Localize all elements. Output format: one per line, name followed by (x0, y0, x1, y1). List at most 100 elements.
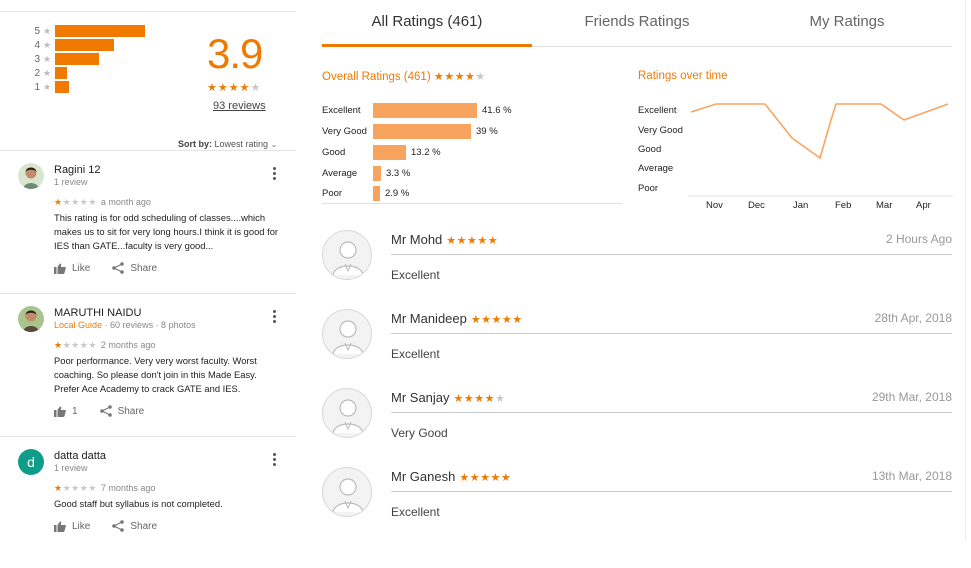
distribution-row-2: 2 ★ (32, 66, 67, 80)
thumbs-up-icon (54, 406, 66, 417)
letter-avatar[interactable]: d (18, 449, 44, 475)
share-button[interactable]: Share (99, 405, 144, 417)
user-stars: ★★★★★ (446, 235, 498, 247)
bar-value-label: 13.2 % (411, 146, 441, 158)
more-options-icon[interactable] (271, 167, 277, 180)
tab-friends-ratings[interactable]: Friends Ratings (584, 13, 690, 30)
star-icon: ★ (239, 82, 251, 94)
review-actions: Like Share (54, 262, 179, 274)
ratings-over-time-chart (688, 103, 953, 197)
default-avatar-icon[interactable] (322, 309, 372, 359)
distribution-label: 3 (34, 53, 40, 65)
review-text: Good staff but syllabus is not completed… (54, 498, 223, 509)
bar-category-label: Excellent (322, 104, 361, 116)
more-options-icon[interactable] (271, 310, 277, 323)
user-stars: ★★★★★ (471, 314, 523, 326)
star-icon: ★ (469, 472, 481, 484)
overall-stars: ★★★★★ (434, 71, 486, 83)
user-name-label: Mr Mohd (391, 232, 443, 247)
average-stars: ★★★★★ (207, 81, 261, 94)
star-icon: ★ (42, 25, 52, 36)
chevron-down-icon: ⌄ (270, 140, 278, 149)
like-button[interactable]: 1 (54, 406, 78, 417)
distribution-bar (55, 25, 145, 37)
bar-row: Average 3.3 % (322, 165, 410, 181)
sort-dropdown[interactable]: Sort by: Lowest rating ⌄ (178, 139, 277, 149)
star-icon: ★ (470, 314, 482, 326)
distribution-label: 5 (34, 25, 40, 37)
review-actions: 1 Share (54, 405, 166, 417)
reviews-count-link[interactable]: 93 reviews (213, 100, 266, 112)
share-icon (112, 262, 125, 274)
tab-my-ratings[interactable]: My Ratings (809, 13, 885, 30)
bar-value-label: 3.3 % (386, 167, 411, 179)
review-text: Poor performance. Very very worst facult… (54, 355, 257, 394)
star-icon: ★ (250, 82, 262, 94)
star-icon: ★ (454, 71, 465, 83)
user-name[interactable]: Mr Ganesh ★★★★★ (391, 469, 511, 484)
review-time: 2 months ago (100, 340, 156, 350)
rating-date: 29th Mar, 2018 (871, 390, 952, 404)
bar-value-label: 39 % (476, 125, 498, 137)
bar-category-label: Poor (322, 187, 343, 199)
reviewer-name[interactable]: datta datta (54, 450, 106, 462)
distribution-row-4: 4 ★ (32, 38, 114, 52)
bar-category-label: Very Good (322, 125, 367, 137)
star-icon: ★ (71, 340, 80, 350)
star-icon: ★ (54, 483, 63, 493)
share-button[interactable]: Share (112, 262, 157, 274)
user-rating-item: Mr Ganesh ★★★★★ 13th Mar, 2018 Excellent (322, 461, 952, 533)
share-button[interactable]: Share (112, 520, 157, 532)
user-name[interactable]: Mr Mohd ★★★★★ (391, 232, 498, 247)
bar-category-label: Average (322, 167, 358, 179)
share-icon (99, 405, 112, 417)
photo-avatar-icon[interactable] (18, 163, 44, 189)
review-stars: ★★★★★ a month ago (54, 197, 151, 208)
average-score: 3.9 (207, 30, 263, 77)
bar-row: Poor 2.9 % (322, 185, 409, 201)
star-icon: ★ (217, 82, 229, 94)
bar-value-label: 41.6 % (482, 104, 512, 116)
line-y-tick-label: Good (638, 144, 662, 155)
distribution-bar (55, 53, 99, 65)
star-icon: ★ (477, 235, 488, 247)
user-rating-text: Excellent (391, 347, 440, 361)
user-name-label: Mr Ganesh (391, 469, 456, 484)
line-x-tick-label: Dec (748, 200, 765, 211)
star-icon: ★ (88, 340, 97, 350)
default-avatar-icon[interactable] (322, 230, 372, 280)
reviewer-name[interactable]: MARUTHI NAIDU (54, 307, 142, 319)
star-icon: ★ (459, 472, 470, 484)
more-options-icon[interactable] (271, 453, 277, 466)
default-avatar-icon[interactable] (322, 467, 372, 517)
user-stars: ★★★★★ (459, 472, 511, 484)
distribution-bar (55, 39, 114, 51)
review-stars: ★★★★★ 7 months ago (54, 483, 155, 494)
reviewer-name[interactable]: Ragini 12 (54, 164, 101, 176)
star-icon: ★ (444, 71, 455, 83)
review-stars: ★★★★★ 2 months ago (54, 340, 155, 351)
bar (373, 185, 380, 201)
user-divider (391, 333, 952, 334)
divider (0, 436, 296, 437)
distribution-label: 4 (34, 39, 40, 51)
line-x-tick-label: Nov (706, 200, 723, 211)
star-icon: ★ (453, 393, 464, 405)
reviewer-stats: 1 review (54, 463, 88, 473)
default-avatar-icon[interactable] (322, 388, 372, 438)
user-rating-text: Excellent (391, 268, 440, 282)
user-rating-text: Very Good (391, 426, 448, 440)
star-icon: ★ (480, 472, 491, 484)
reviewer-meta: 1 review (54, 177, 88, 187)
user-name[interactable]: Mr Sanjay ★★★★★ (391, 390, 505, 405)
like-button[interactable]: Like (54, 263, 90, 274)
like-button[interactable]: Like (54, 521, 90, 532)
top-divider (0, 11, 296, 12)
photo-avatar-icon[interactable] (18, 306, 44, 332)
star-icon: ★ (71, 483, 80, 493)
like-label: Like (72, 520, 91, 532)
user-name[interactable]: Mr Manideep ★★★★★ (391, 311, 523, 326)
star-icon: ★ (487, 235, 499, 247)
distribution-row-1: 1 ★ (32, 80, 69, 94)
tab-all-ratings[interactable]: All Ratings (461) (371, 13, 483, 30)
